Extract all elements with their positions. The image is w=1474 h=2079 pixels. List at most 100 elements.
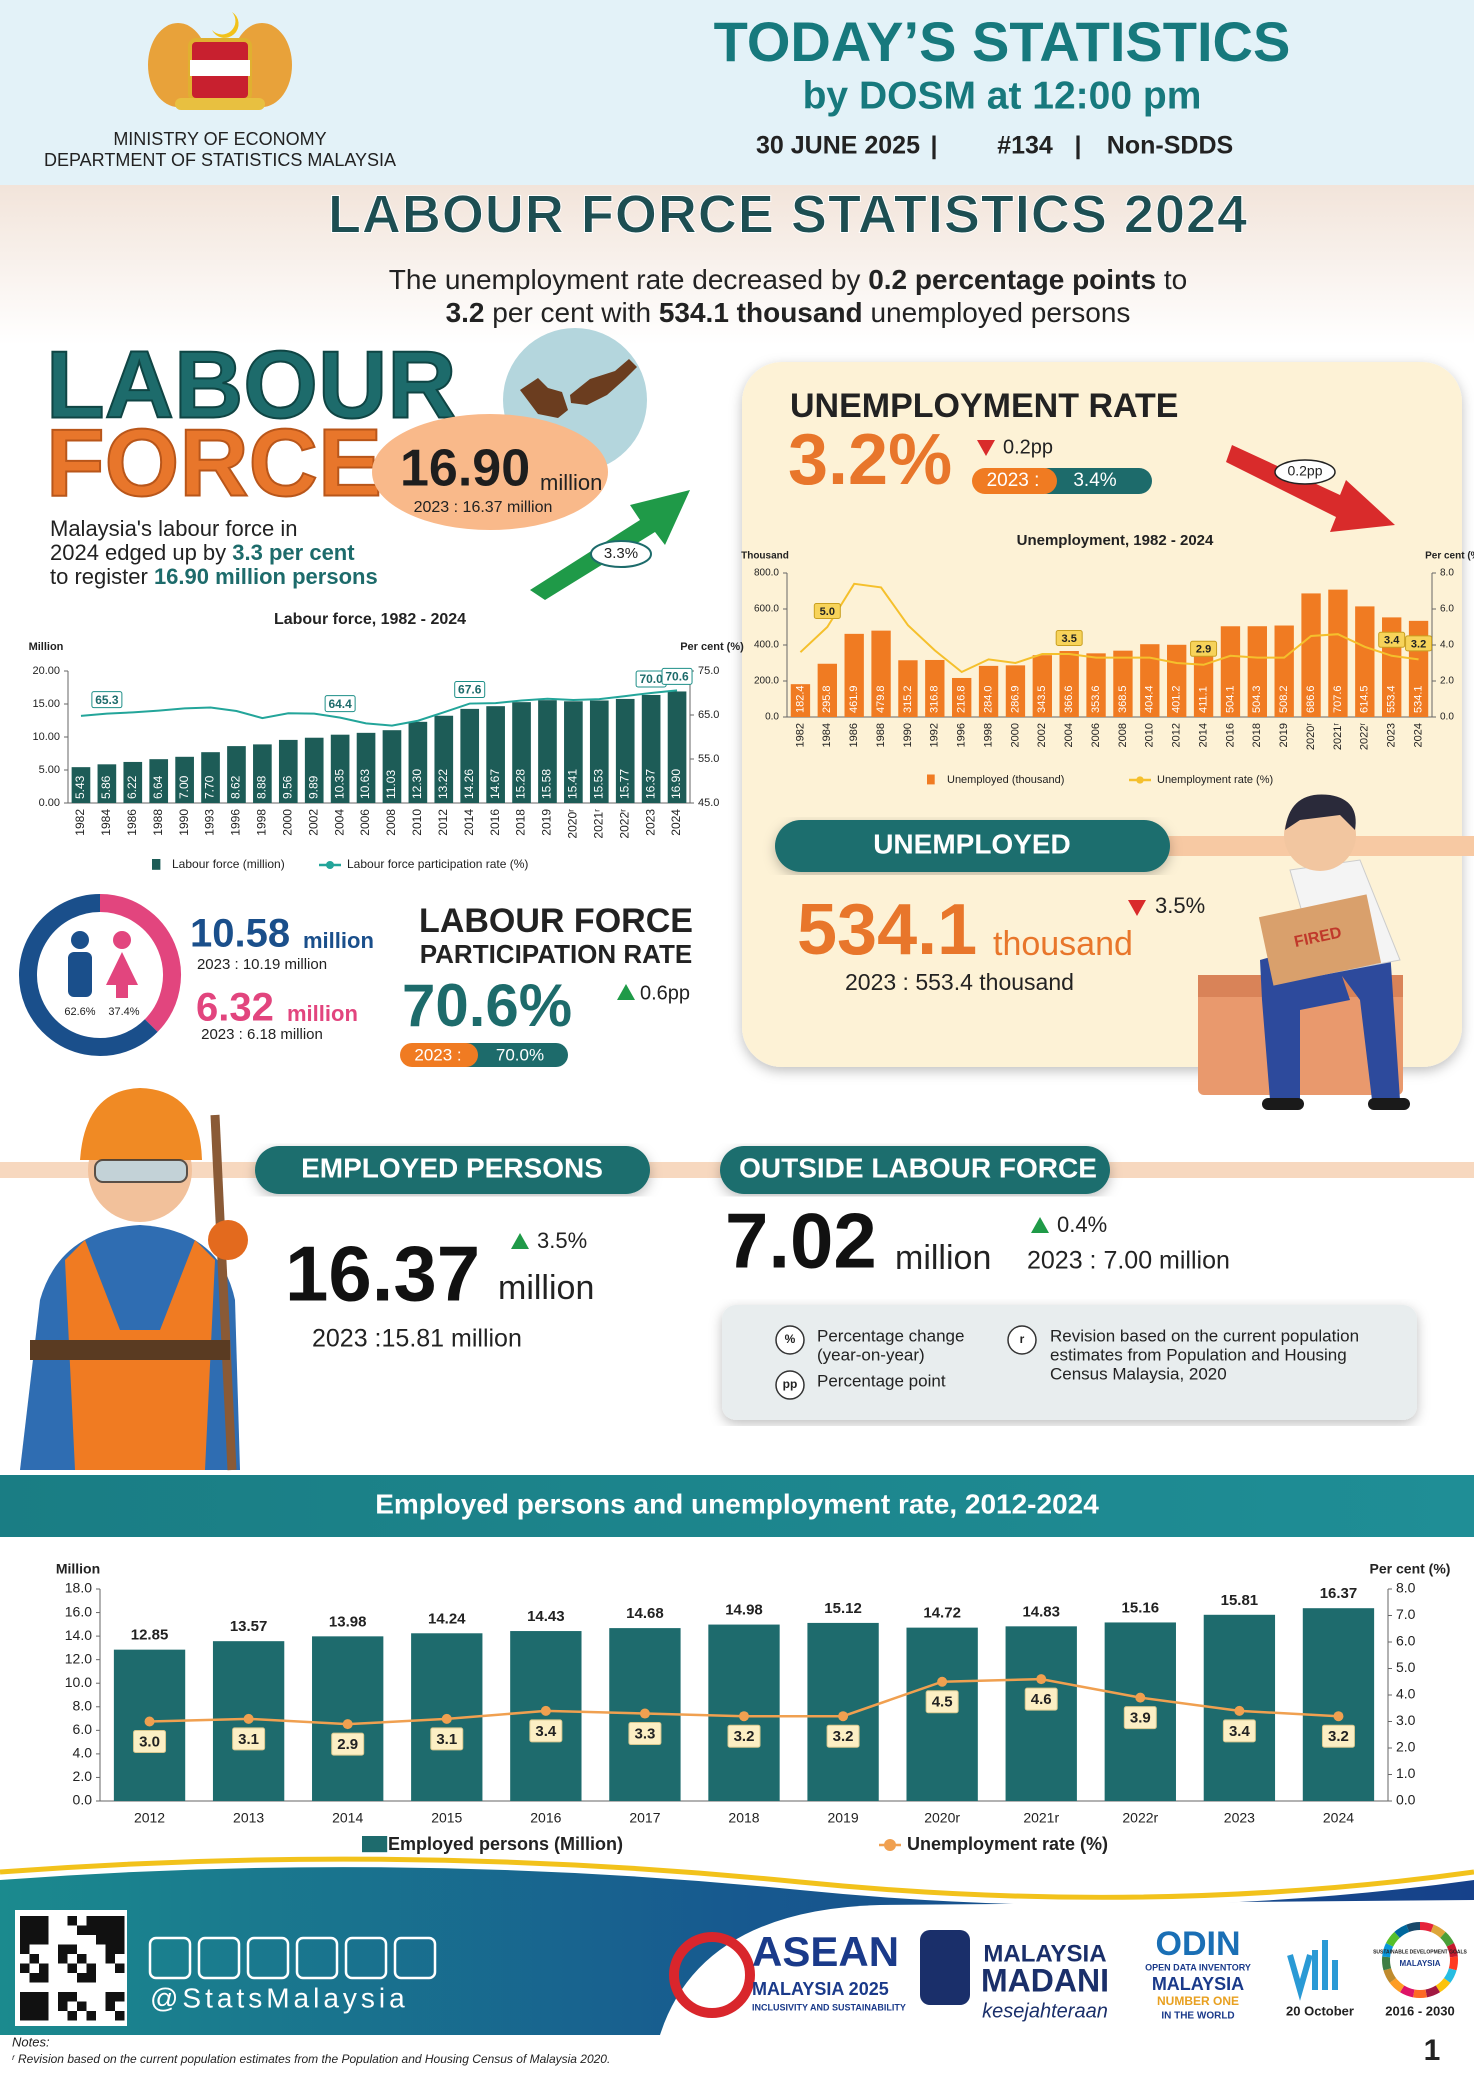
bar	[382, 730, 402, 803]
y-tick-label: 0.0	[765, 712, 779, 723]
lfpr-change: 0.6pp	[640, 982, 690, 1004]
note-symbol-circle	[1007, 1325, 1037, 1355]
x-tick-label: 2021ʳ	[591, 809, 605, 839]
x-tick-label: 2012	[134, 1810, 165, 1826]
outside-value: 7.02	[725, 1197, 877, 1285]
y-tick-label: 600.0	[754, 604, 779, 615]
line-value-label: 3.4	[535, 1723, 557, 1740]
line-value-label: 70.6	[665, 670, 689, 684]
female-value: 6.32	[196, 986, 274, 1030]
lfpr-title: PARTICIPATION RATE	[420, 939, 693, 969]
text-part: 16.90 million persons	[154, 564, 378, 589]
bar	[1274, 625, 1294, 717]
sdg-wheel	[1430, 1924, 1446, 1938]
x-tick-label: 2018	[514, 809, 528, 836]
x-tick-label: 1986	[848, 723, 860, 747]
bar-value-label: 343.5	[1036, 685, 1048, 713]
line-value-label: 2.9	[337, 1736, 358, 1753]
bar-value-label: 401.2	[1171, 685, 1183, 713]
sdg-wheel	[1385, 1931, 1400, 1947]
qr-cell	[96, 1935, 106, 1945]
x-tick-label: 1998	[982, 723, 994, 747]
bar	[1113, 650, 1133, 717]
social-handle: @StatsMalaysia	[150, 1982, 409, 2013]
fired-box	[1258, 894, 1382, 986]
qr-cell	[39, 1992, 49, 2002]
note-symbol: %	[785, 1332, 796, 1346]
bar	[1220, 626, 1241, 717]
x-tick-label: 2022ʳ	[1359, 723, 1371, 750]
worker-glasses	[94, 1159, 188, 1183]
x-tick-label: 2000	[280, 809, 294, 836]
bar	[330, 734, 350, 803]
bar	[615, 698, 635, 803]
x-tick-label: 2020ʳ	[1305, 723, 1317, 750]
bar	[1140, 644, 1160, 717]
text-part: 3.3	[232, 540, 263, 565]
labour-description: 2024 edged up by 3.3 per cent	[50, 540, 355, 565]
bar-value-label: 284.0	[982, 685, 994, 713]
lfpr-prev-label: 2023 :	[414, 1045, 461, 1064]
odin-logo-text: NUMBER ONE	[1157, 1994, 1239, 2008]
bar-value-label: 707.6	[1332, 685, 1344, 713]
x-tick-label: 2016	[488, 809, 502, 836]
value-label-box	[133, 1730, 167, 1753]
qr-cell	[39, 2001, 49, 2011]
male-head	[71, 931, 89, 949]
y2-tick-label: 75.0	[698, 665, 719, 677]
bar-value-label: 14.72	[923, 1605, 961, 1622]
bar-value-label: 13.98	[329, 1613, 367, 1630]
note-text: (year-on-year)	[817, 1345, 925, 1364]
up-triangle	[1031, 1217, 1049, 1233]
ur-previous: 3.4%	[1073, 470, 1116, 491]
y-tick-label: 15.00	[32, 698, 60, 710]
worker-helmet	[80, 1088, 202, 1160]
bar-value-label: 16.90	[669, 769, 683, 799]
y-tick-label: 10.00	[32, 731, 60, 743]
separator: |	[931, 132, 938, 160]
bar	[1005, 665, 1026, 717]
bar	[304, 737, 324, 803]
male-unit: million	[303, 928, 374, 953]
hair	[1285, 794, 1356, 830]
bar-value-label: 315.2	[902, 685, 914, 713]
prev-pill-teal	[455, 1043, 568, 1067]
x-tick-label: 1988	[151, 809, 165, 836]
bar-value-label: 182.4	[794, 685, 806, 713]
sdg-wheel	[1382, 1943, 1394, 1958]
bar-value-label: 14.98	[725, 1602, 763, 1619]
share-label: 62.6%	[64, 1006, 95, 1018]
bar-value-label: 14.26	[462, 769, 476, 799]
x-tick-label: 2014	[1197, 723, 1209, 747]
value-label-box	[813, 603, 841, 619]
bar	[1328, 589, 1348, 717]
bar	[906, 1627, 978, 1801]
x-tick-label: 2002	[306, 809, 320, 836]
bar	[149, 759, 169, 803]
line-value-label: 3.0	[139, 1733, 160, 1750]
bar-value-label: 14.24	[428, 1610, 466, 1627]
bar	[175, 756, 194, 803]
labour-change: 3.3%	[604, 545, 638, 562]
value-label-box	[727, 1724, 761, 1748]
bar	[71, 767, 91, 803]
qr-cell	[39, 1973, 49, 1983]
change-badge	[590, 540, 652, 568]
bar	[538, 700, 557, 803]
chart-band	[0, 1475, 1474, 1537]
text-part: Malaysia's labour force in	[50, 516, 298, 541]
ur-change: 0.2pp	[1003, 436, 1053, 458]
qr-cell	[115, 1992, 125, 2002]
bar	[460, 708, 480, 803]
note-symbol-circle	[775, 1325, 805, 1355]
line-value-label: 3.1	[436, 1731, 457, 1748]
x-tick-label: 1993	[203, 809, 217, 836]
text-part: 3.2	[446, 297, 485, 328]
bar	[1059, 651, 1079, 717]
x-tick-label: 2004	[1063, 723, 1075, 747]
outside-title: OUTSIDE LABOUR FORCE	[739, 1152, 1097, 1183]
stats-day-logo	[1287, 1940, 1338, 2001]
line-marker	[1333, 1711, 1344, 1722]
release-date: 30 JUNE 2025	[756, 132, 920, 160]
decline-arrow	[1226, 445, 1395, 532]
